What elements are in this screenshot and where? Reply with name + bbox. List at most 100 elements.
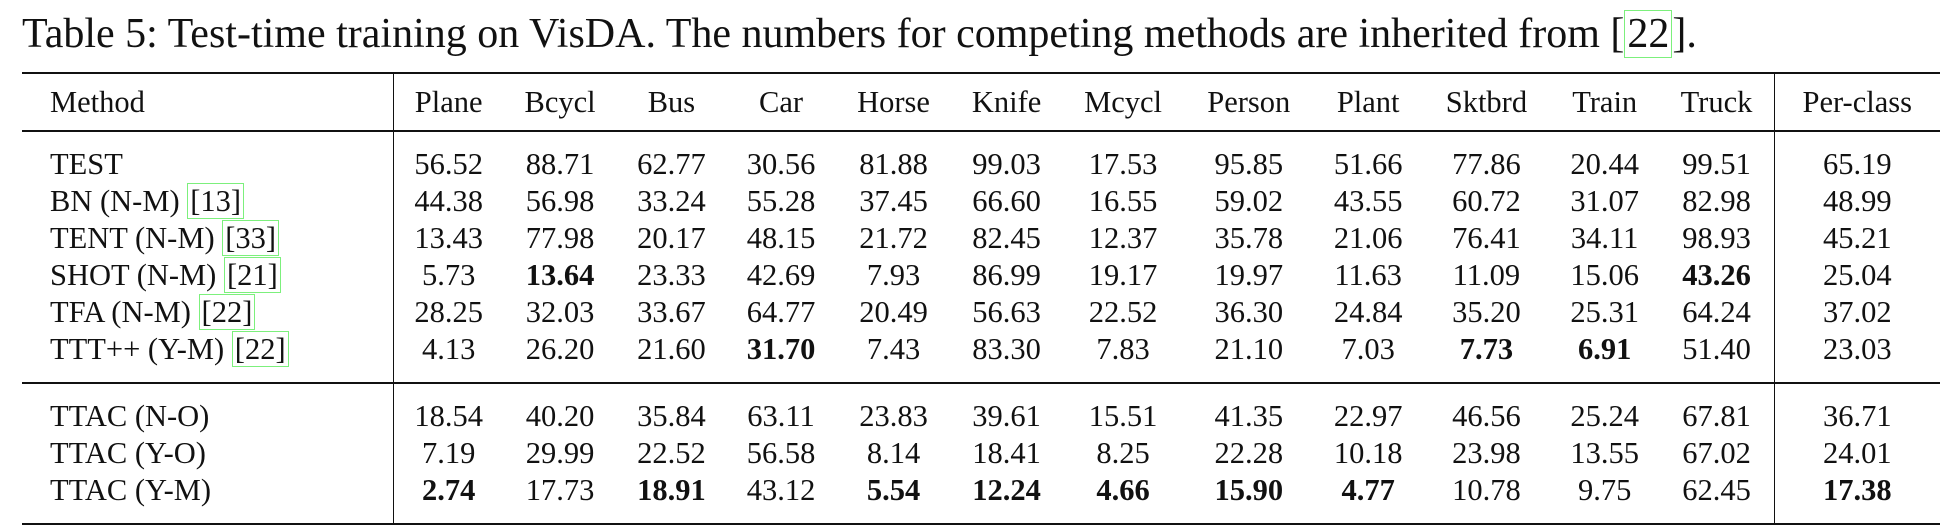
value-cell: 37.02 (1773, 294, 1940, 331)
value-cell: 10.78 (1422, 472, 1550, 525)
column-header: Mcycl (1084, 84, 1162, 119)
citation-link[interactable]: [33] (222, 220, 280, 256)
value-cell: 22.97 (1313, 382, 1423, 435)
value-cell: 99.51 (1682, 147, 1751, 181)
value-cell: 21.10 (1214, 332, 1284, 366)
value-cell: 20.44 (1570, 147, 1639, 181)
citation-link[interactable]: [22] (198, 294, 256, 330)
value-cell: 5.54 (835, 472, 952, 525)
value-cell: 23.33 (637, 258, 706, 292)
table-row: SHOT (N-M) [21] 5.73 13.64 23.33 42.69 7.93 86… (22, 257, 1940, 294)
table-header-row: Method Plane Bcycl Bus Car Horse Knife Mcycl Per… (22, 73, 1940, 131)
method-name-cell: SHOT (N-M) [21] (22, 257, 394, 294)
value-cell: 9.75 (1549, 472, 1660, 525)
column-header: Knife (971, 84, 1042, 119)
value-cell: 4.77 (1313, 472, 1423, 525)
column-header: Horse (857, 84, 930, 119)
value-cell: 62.45 (1659, 472, 1775, 525)
value-cell: 15.51 (1061, 382, 1185, 435)
method-name-cell: TTAC (Y-M) (22, 472, 394, 525)
method-name: TTAC (Y-O) (50, 436, 206, 470)
value-cell: 7.03 (1341, 332, 1395, 366)
value-cell: 15.06 (1570, 258, 1639, 292)
value-cell: 6.91 (1577, 332, 1632, 366)
column-header: Method (22, 73, 394, 131)
method-name-cell: TTAC (Y-O) (22, 435, 394, 472)
method-name: TEST (50, 147, 123, 181)
value-cell: 22.52 (637, 436, 706, 470)
citation-link[interactable]: [13] (187, 183, 245, 219)
value-cell: 33.24 (637, 184, 706, 218)
table-row: TTAC (Y-O) 7.19 29.99 22.52 56.58 8.14 18.41 8.… (22, 435, 1940, 472)
value-cell: 39.61 (951, 382, 1062, 435)
value-cell: 21.72 (859, 221, 928, 255)
value-cell: 51.40 (1682, 332, 1751, 366)
value-cell: 36.30 (1214, 295, 1284, 329)
value-cell: 45.21 (1773, 220, 1940, 257)
value-cell: 56.52 (414, 147, 483, 181)
column-header: Person (1207, 84, 1291, 119)
value-cell: 19.17 (1088, 258, 1158, 292)
value-cell: 43.26 (1682, 258, 1751, 292)
value-cell: 77.86 (1452, 147, 1521, 181)
value-cell: 33.67 (637, 295, 706, 329)
caption-reference-link[interactable]: 22 (1624, 10, 1673, 58)
value-cell: 13.55 (1570, 436, 1639, 470)
table-row: TEST 56.52 88.71 62.77 30.56 81.88 99.03 17.53 9… (22, 131, 1940, 183)
value-cell: 76.41 (1452, 221, 1521, 255)
citation-link[interactable]: [21] (223, 257, 281, 293)
value-cell: 7.93 (866, 258, 921, 292)
method-name-cell: TENT (N-M) [33] (22, 220, 394, 257)
value-cell: 23.03 (1773, 331, 1940, 383)
value-cell: 46.56 (1422, 382, 1550, 435)
value-cell: 17.38 (1773, 472, 1940, 525)
value-cell: 23.83 (835, 382, 952, 435)
table-row: TENT (N-M) [33] 13.43 77.98 20.17 48.15 21.72… (22, 220, 1940, 257)
table-row: BN (N-M) [13] 44.38 56.98 33.24 55.28 37.45 66… (22, 183, 1940, 220)
value-cell: 12.24 (951, 472, 1062, 525)
method-name-cell: TFA (N-M) [22] (22, 294, 394, 331)
column-header: Plane (414, 84, 483, 119)
value-cell: 24.01 (1773, 435, 1940, 472)
value-cell: 22.28 (1214, 436, 1284, 470)
method-name-cell: TTT++ (Y-M) [22] (22, 331, 394, 383)
value-cell: 67.81 (1659, 382, 1775, 435)
value-cell: 55.28 (746, 184, 816, 218)
value-cell: 32.03 (525, 295, 595, 329)
citation-link[interactable]: [22] (231, 331, 289, 367)
value-cell: 99.03 (972, 147, 1041, 181)
value-cell: 64.77 (746, 295, 816, 329)
value-cell: 43.12 (726, 472, 836, 525)
value-cell: 19.97 (1214, 258, 1284, 292)
value-cell: 41.35 (1184, 382, 1314, 435)
value-cell: 40.20 (503, 382, 617, 435)
value-cell: 16.55 (1088, 184, 1158, 218)
method-name: TTT++ (Y-M) (50, 332, 232, 366)
value-cell: 7.73 (1459, 332, 1514, 366)
value-cell: 21.06 (1333, 221, 1403, 255)
value-cell: 65.19 (1773, 131, 1940, 183)
column-header: Bcycl (524, 84, 596, 119)
value-cell: 64.24 (1682, 295, 1751, 329)
method-name: BN (N-M) (50, 184, 188, 218)
value-cell: 37.45 (859, 184, 928, 218)
value-cell: 12.37 (1088, 221, 1158, 255)
method-name-cell: TEST (22, 131, 394, 183)
value-cell: 42.69 (746, 258, 816, 292)
caption-text-end: ]. (1672, 11, 1697, 57)
value-cell: 17.53 (1088, 147, 1158, 181)
table-row: TTT++ (Y-M) [22] 4.13 26.20 21.60 31.70 7.43 8… (22, 331, 1940, 383)
value-cell: 34.11 (1570, 221, 1639, 255)
value-cell: 2.74 (393, 472, 504, 525)
value-cell: 23.98 (1452, 436, 1521, 470)
table-row: TFA (N-M) [22] 28.25 32.03 33.67 64.77 20.49 5… (22, 294, 1940, 331)
value-cell: 18.91 (616, 472, 727, 525)
table-body: TEST 56.52 88.71 62.77 30.56 81.88 99.03 17.53 9… (22, 131, 1940, 525)
value-cell: 66.60 (972, 184, 1041, 218)
value-cell: 7.19 (422, 436, 476, 470)
value-cell: 56.98 (525, 184, 595, 218)
column-header: Sktbrd (1445, 84, 1528, 119)
value-cell: 26.20 (525, 332, 595, 366)
column-header: Truck (1680, 84, 1753, 119)
method-name: TFA (N-M) (50, 295, 199, 329)
